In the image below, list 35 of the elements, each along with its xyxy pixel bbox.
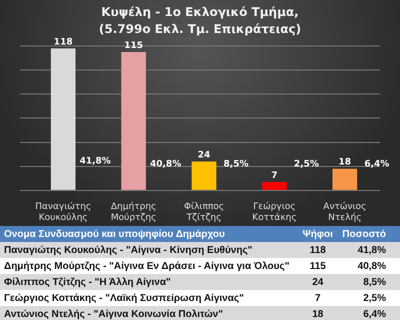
- data-label: 18: [338, 158, 352, 168]
- text: Δημήτρης Μούρτζης - "Αίγινα Εν Δράσει - Αίγινα για Όλους": [0, 258, 298, 274]
- text: Παναγιώτης Κουκούλης - "Αίγινα - Κίνηση Ευθύνης": [0, 242, 298, 258]
- text: Αντώνιος Ντελής - "Αίγινα Κοινωνία Πολιτών": [0, 306, 298, 320]
- annotation: 6,4%: [364, 159, 390, 170]
- text: Ονομα Συνδυασμού και υποψηφίου Δημάρχου: [0, 226, 298, 242]
- x-tick-label: Δημήτρης Μούρτζης: [110, 201, 156, 223]
- text: 6,4%: [337, 306, 400, 320]
- text: Ποσοστό: [337, 226, 400, 242]
- x-tick-label: Φίλιππος Τζίτζης: [184, 201, 224, 223]
- text: 24: [298, 274, 338, 290]
- annotation: 2,5%: [294, 159, 319, 170]
- chart-title: Κυψέλη - 1ο Εκλογικό Τμήμα,: [100, 4, 300, 21]
- x-tick-label: Αντώνιος Ντελής: [323, 201, 366, 223]
- text: 7: [298, 290, 338, 306]
- x-tick-label: Γεώργιος Κοττάκης: [252, 201, 297, 223]
- text: 118: [298, 242, 338, 258]
- text: Ψήφοι: [298, 226, 338, 242]
- text: Γεώργιος Κοττάκης - "Λαϊκή Συσπείρωση Αίγινας": [0, 290, 298, 306]
- annotation: 40,8%: [150, 159, 182, 170]
- text: Φίλιππος Τζίτζης - "Η Άλλη Αίγινα": [0, 274, 298, 290]
- data-label: 7: [271, 170, 278, 181]
- data-label: 118: [54, 37, 73, 48]
- text: 115: [298, 258, 338, 274]
- chart-subtitle: (5.799ο Εκλ. Τμ. Επικράτειας): [98, 21, 302, 38]
- text: 2,5%: [337, 290, 400, 306]
- data-label: 115: [124, 41, 143, 52]
- text: 18: [298, 306, 338, 320]
- annotation: 41,8%: [80, 156, 111, 166]
- text: 41,8%: [337, 242, 400, 258]
- text: 8,5%: [337, 274, 400, 290]
- data-label: 24: [198, 150, 210, 161]
- annotation: 8,5%: [224, 159, 248, 170]
- x-tick-label: Παναγιώτης Κουκούλης: [35, 201, 92, 223]
- text: 40,8%: [337, 258, 400, 274]
